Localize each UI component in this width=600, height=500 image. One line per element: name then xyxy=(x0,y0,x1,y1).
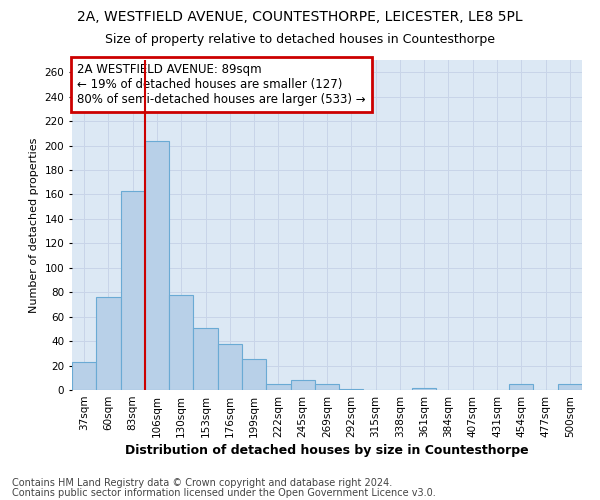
Y-axis label: Number of detached properties: Number of detached properties xyxy=(29,138,39,312)
Bar xyxy=(412,388,436,390)
Bar xyxy=(339,389,364,390)
Text: Contains HM Land Registry data © Crown copyright and database right 2024.: Contains HM Land Registry data © Crown c… xyxy=(12,478,392,488)
Text: 2A WESTFIELD AVENUE: 89sqm
← 19% of detached houses are smaller (127)
80% of sem: 2A WESTFIELD AVENUE: 89sqm ← 19% of deta… xyxy=(77,64,366,106)
Text: Size of property relative to detached houses in Countesthorpe: Size of property relative to detached ho… xyxy=(105,32,495,46)
Bar xyxy=(193,328,218,390)
Text: Contains public sector information licensed under the Open Government Licence v3: Contains public sector information licen… xyxy=(12,488,436,498)
Bar xyxy=(315,384,339,390)
Bar xyxy=(169,294,193,390)
Bar xyxy=(145,140,169,390)
X-axis label: Distribution of detached houses by size in Countesthorpe: Distribution of detached houses by size … xyxy=(125,444,529,457)
Bar xyxy=(72,362,96,390)
Bar xyxy=(509,384,533,390)
Bar xyxy=(242,360,266,390)
Text: 2A, WESTFIELD AVENUE, COUNTESTHORPE, LEICESTER, LE8 5PL: 2A, WESTFIELD AVENUE, COUNTESTHORPE, LEI… xyxy=(77,10,523,24)
Bar xyxy=(218,344,242,390)
Bar xyxy=(266,384,290,390)
Bar xyxy=(290,380,315,390)
Bar xyxy=(96,297,121,390)
Bar xyxy=(558,384,582,390)
Bar xyxy=(121,191,145,390)
